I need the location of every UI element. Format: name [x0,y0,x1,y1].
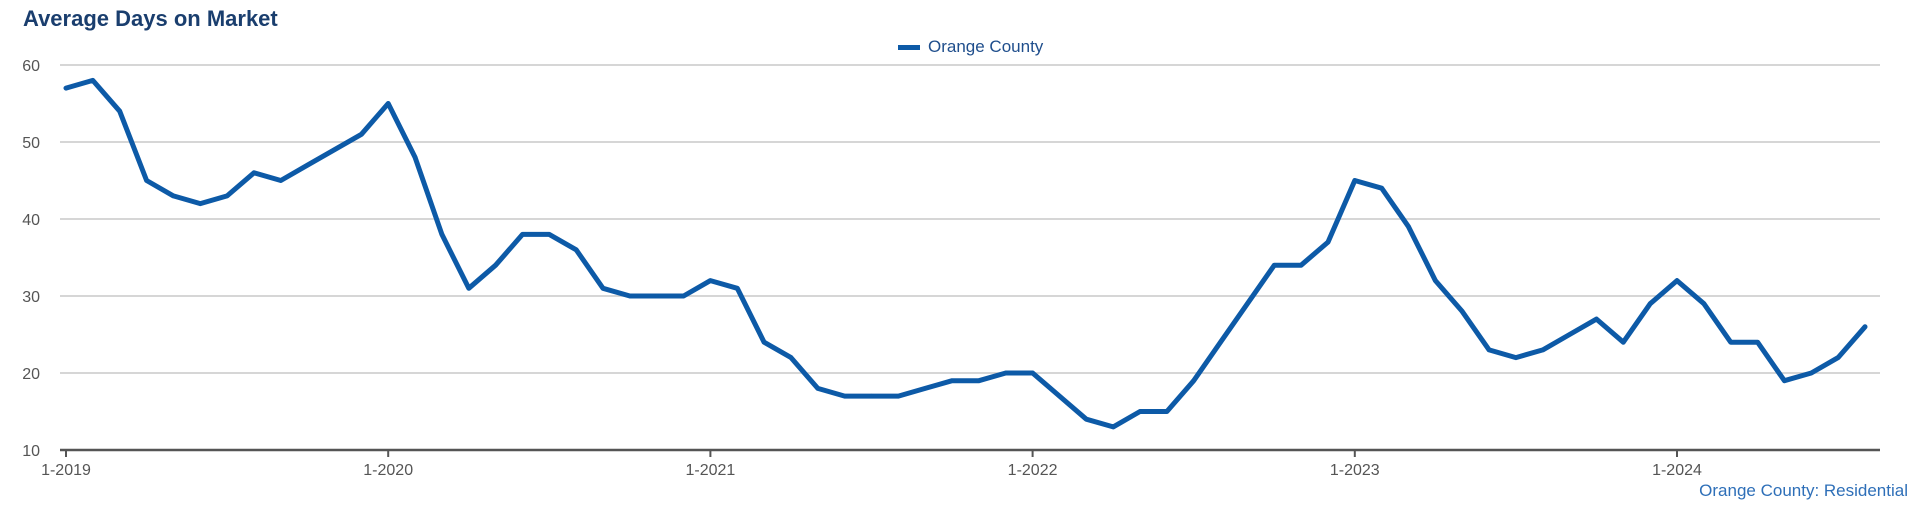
y-tick-label: 20 [22,366,40,383]
legend[interactable]: Orange County [898,37,1043,57]
data-point [1701,301,1707,306]
data-point [627,293,633,299]
data-point [708,278,713,283]
data-point [1030,370,1035,376]
data-point [1084,417,1089,422]
data-point [1540,347,1545,353]
y-tick-label: 30 [22,289,40,306]
tick-labels: 10 20 30 40 50 60 1-2019 1-2020 1-2021 1-2022 1-20… [22,58,1702,479]
data-point [278,178,283,183]
data-point [1218,340,1223,345]
x-tick-label: 1-2024 [1652,462,1702,479]
data-point [90,78,96,83]
data-point [224,193,230,199]
data-point [171,193,176,199]
data-point [1137,409,1143,414]
data-point [573,247,579,252]
data-point [1164,409,1170,414]
data-point [117,109,122,114]
y-tick-label: 60 [22,58,40,75]
y-tick-label: 50 [22,135,40,152]
data-point [1245,301,1250,306]
data-point [1728,340,1733,345]
data-point [1567,332,1572,337]
data-point [359,132,364,137]
data-point [1755,340,1760,345]
data-point [1809,370,1814,376]
data-point [1003,370,1008,376]
data-point [1862,324,1868,329]
data-point [1298,263,1304,268]
data-point [1513,355,1519,360]
data-point [439,232,445,237]
x-tick-label: 1-2019 [41,462,91,479]
data-point [1835,355,1841,360]
data-point [815,386,820,391]
y-tick-label: 40 [22,212,40,229]
data-point [1647,301,1653,306]
chart-title: Average Days on Market [23,6,278,31]
data-point [1272,263,1277,268]
data-point [869,393,874,399]
data-point [305,162,310,168]
legend-label: Orange County [928,37,1044,56]
series-layer [63,77,1868,430]
data-point [1674,278,1680,283]
x-tick-label: 1-2022 [1008,462,1058,479]
data-point [1594,316,1599,322]
data-point [198,201,203,206]
data-point [1325,239,1331,245]
data-point [1460,309,1465,314]
x-tick-label: 1-2023 [1330,462,1380,479]
data-point [63,85,69,91]
data-point [1352,178,1358,183]
data-point [1379,186,1384,191]
data-point [949,378,955,383]
data-point [923,386,928,391]
data-point [1191,378,1196,383]
data-point [493,263,498,268]
data-point [1621,340,1626,345]
y-tick-label: 10 [22,443,40,460]
source-note: Orange County: Residential [1699,481,1908,500]
legend-swatch [898,44,920,50]
data-point [654,293,659,299]
x-tick-label: 1-2021 [685,462,735,479]
data-point [466,286,471,291]
data-point [1406,224,1411,229]
data-point [1486,347,1492,353]
data-point [681,293,686,299]
data-point [520,232,525,237]
axes [60,448,1880,457]
series-line-orange-county [63,77,1868,430]
data-point [1057,393,1062,399]
data-point [896,393,901,399]
data-point [842,393,847,399]
data-point [386,101,391,106]
data-point [332,147,337,152]
data-point [251,170,257,175]
data-point [600,286,606,291]
data-point [1433,278,1438,283]
data-point [144,178,149,183]
data-point [1782,378,1787,383]
data-point [1110,424,1116,430]
data-point [735,286,740,291]
data-point [547,232,552,237]
x-tick-label: 1-2020 [363,462,413,479]
data-point [412,155,418,160]
data-point [976,378,982,383]
data-point [788,355,794,360]
gridlines [60,64,1880,374]
data-point [761,340,767,345]
